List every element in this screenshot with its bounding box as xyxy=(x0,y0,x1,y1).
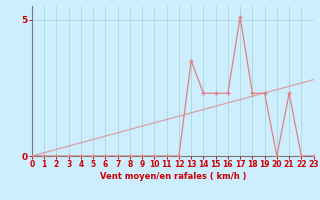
X-axis label: Vent moyen/en rafales ( km/h ): Vent moyen/en rafales ( km/h ) xyxy=(100,172,246,181)
